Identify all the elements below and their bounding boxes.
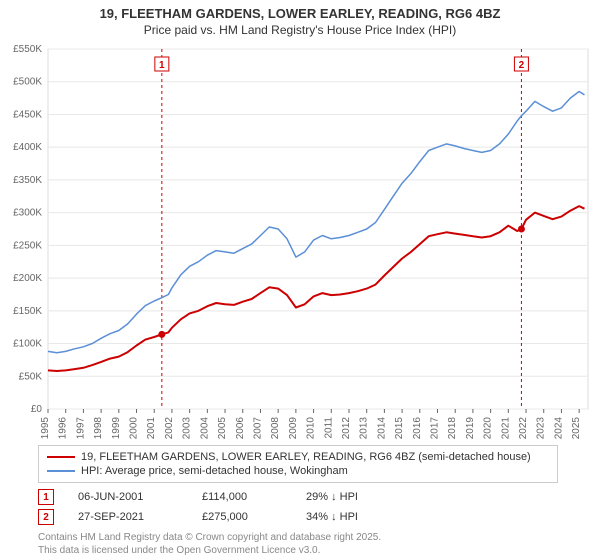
marker-badge: 1 [38, 489, 54, 505]
chart-title-line1: 19, FLEETHAM GARDENS, LOWER EARLEY, READ… [8, 6, 592, 21]
svg-text:£550K: £550K [13, 44, 42, 55]
svg-text:£400K: £400K [13, 142, 42, 153]
svg-text:2016: 2016 [412, 417, 423, 439]
marker-diff: 34% ↓ HPI [306, 511, 406, 523]
svg-text:1999: 1999 [111, 417, 122, 439]
svg-text:2013: 2013 [359, 417, 370, 439]
line-chart-svg: £0 £50K £100K £150K £200K £250K £300K £350K £400… [0, 41, 600, 439]
svg-text:£250K: £250K [13, 240, 42, 251]
legend-swatch [47, 470, 75, 472]
marker-price: £114,000 [202, 491, 282, 503]
marker-badge: 2 [38, 509, 54, 525]
chart-title-line2: Price paid vs. HM Land Registry's House … [8, 23, 592, 37]
chart-area: £0 £50K £100K £150K £200K £250K £300K £350K £400… [0, 41, 600, 439]
svg-text:2: 2 [519, 60, 525, 71]
marker-detail-row: 1 06-JUN-2001 £114,000 29% ↓ HPI [38, 487, 558, 507]
svg-text:2024: 2024 [553, 417, 564, 439]
svg-text:£0: £0 [31, 404, 43, 415]
marker-date: 27-SEP-2021 [78, 511, 178, 523]
svg-text:2004: 2004 [199, 417, 210, 439]
svg-text:1997: 1997 [75, 417, 86, 439]
svg-text:2017: 2017 [430, 417, 441, 439]
legend-item: 19, FLEETHAM GARDENS, LOWER EARLEY, READ… [47, 450, 549, 464]
marker-diff: 29% ↓ HPI [306, 491, 406, 503]
svg-text:2015: 2015 [394, 417, 405, 439]
svg-text:2014: 2014 [376, 417, 387, 439]
marker-date: 06-JUN-2001 [78, 491, 178, 503]
svg-text:2025: 2025 [571, 417, 582, 439]
svg-text:2011: 2011 [323, 417, 334, 439]
footer-line1: Contains HM Land Registry data © Crown c… [38, 531, 592, 544]
marker-details-table: 1 06-JUN-2001 £114,000 29% ↓ HPI 2 27-SEP-202… [38, 487, 558, 527]
svg-text:2009: 2009 [288, 417, 299, 439]
svg-text:2023: 2023 [536, 417, 547, 439]
svg-text:2008: 2008 [270, 417, 281, 439]
svg-text:£350K: £350K [13, 175, 42, 186]
svg-text:2022: 2022 [518, 417, 529, 439]
legend: 19, FLEETHAM GARDENS, LOWER EARLEY, READ… [38, 445, 558, 483]
svg-text:£50K: £50K [19, 371, 43, 382]
svg-text:2002: 2002 [164, 417, 175, 439]
svg-text:2010: 2010 [306, 417, 317, 439]
svg-text:£100K: £100K [13, 339, 42, 350]
svg-text:1998: 1998 [93, 417, 104, 439]
svg-text:2000: 2000 [129, 417, 140, 439]
svg-text:2019: 2019 [465, 417, 476, 439]
chart-title-block: 19, FLEETHAM GARDENS, LOWER EARLEY, READ… [0, 0, 600, 41]
svg-text:2020: 2020 [483, 417, 494, 439]
legend-swatch [47, 456, 75, 458]
svg-text:1: 1 [159, 60, 165, 71]
marker-detail-row: 2 27-SEP-2021 £275,000 34% ↓ HPI [38, 507, 558, 527]
svg-text:£500K: £500K [13, 77, 42, 88]
svg-text:2003: 2003 [182, 417, 193, 439]
svg-text:£450K: £450K [13, 109, 42, 120]
svg-text:2005: 2005 [217, 417, 228, 439]
svg-text:2018: 2018 [447, 417, 458, 439]
svg-text:1996: 1996 [58, 417, 69, 439]
svg-text:2001: 2001 [146, 417, 157, 439]
svg-text:2021: 2021 [500, 417, 511, 439]
svg-text:£300K: £300K [13, 208, 42, 219]
svg-text:1995: 1995 [40, 417, 51, 439]
legend-label: HPI: Average price, semi-detached house,… [81, 465, 348, 477]
footer-line2: This data is licensed under the Open Gov… [38, 544, 592, 557]
svg-text:2007: 2007 [252, 417, 263, 439]
svg-text:2012: 2012 [341, 417, 352, 439]
footer-attribution: Contains HM Land Registry data © Crown c… [38, 531, 592, 557]
legend-label: 19, FLEETHAM GARDENS, LOWER EARLEY, READ… [81, 451, 531, 463]
marker-price: £275,000 [202, 511, 282, 523]
svg-text:£200K: £200K [13, 273, 42, 284]
svg-text:£150K: £150K [13, 306, 42, 317]
svg-text:2006: 2006 [235, 417, 246, 439]
legend-item: HPI: Average price, semi-detached house,… [47, 464, 549, 478]
